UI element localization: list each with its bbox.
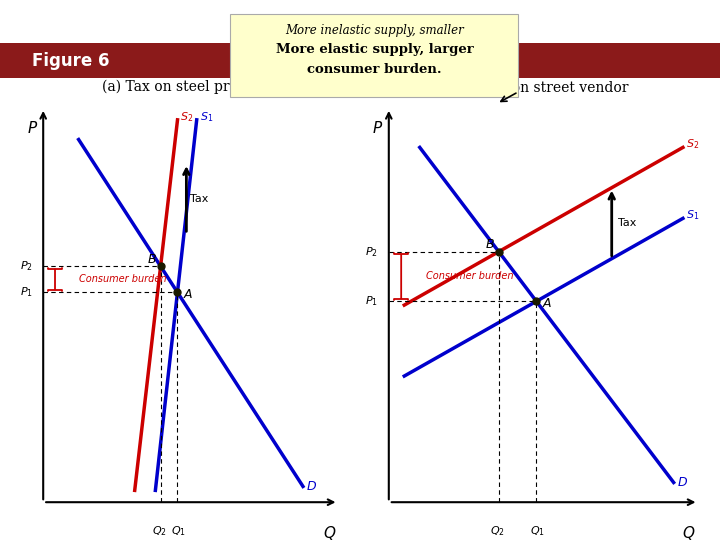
Text: $S_1$: $S_1$ xyxy=(686,208,699,222)
Text: $Q_1$: $Q_1$ xyxy=(531,524,546,538)
Text: $P_1$: $P_1$ xyxy=(20,286,33,299)
Text: $D$: $D$ xyxy=(306,481,317,494)
Text: consumer burden.: consumer burden. xyxy=(307,63,441,76)
Text: $P_2$: $P_2$ xyxy=(365,245,378,259)
Text: $P_2$: $P_2$ xyxy=(20,259,33,273)
Text: $S_1$: $S_1$ xyxy=(199,110,213,124)
Text: $D$: $D$ xyxy=(677,476,688,489)
Text: $S_2$: $S_2$ xyxy=(181,110,194,124)
Text: (b) Tax on street vendor: (b) Tax on street vendor xyxy=(459,80,629,94)
Text: Tax: Tax xyxy=(190,194,208,204)
Text: $A$: $A$ xyxy=(542,297,552,310)
Text: Tax: Tax xyxy=(618,218,636,228)
Text: $B$: $B$ xyxy=(485,238,495,251)
Text: $Q$: $Q$ xyxy=(323,524,336,540)
Text: Figure 6: Figure 6 xyxy=(32,52,109,70)
Text: Consumer burden: Consumer burden xyxy=(78,274,166,285)
Text: (a) Tax on steel producer: (a) Tax on steel producer xyxy=(102,80,279,94)
Text: More inelastic supply, smaller: More inelastic supply, smaller xyxy=(285,24,464,37)
Text: $Q$: $Q$ xyxy=(683,524,696,540)
Text: $S_2$: $S_2$ xyxy=(686,137,699,151)
Text: Consumer burden: Consumer burden xyxy=(426,272,513,281)
Text: $A$: $A$ xyxy=(183,288,193,301)
Text: $Q_2$: $Q_2$ xyxy=(152,524,166,538)
Text: $Q_1$: $Q_1$ xyxy=(171,524,186,538)
Text: $P$: $P$ xyxy=(372,120,384,136)
Text: $B$: $B$ xyxy=(148,253,157,266)
Text: $Q_2$: $Q_2$ xyxy=(490,524,505,538)
Text: $P_1$: $P_1$ xyxy=(365,294,378,308)
Text: More elastic supply, larger: More elastic supply, larger xyxy=(276,43,473,56)
Text: $P$: $P$ xyxy=(27,120,38,136)
